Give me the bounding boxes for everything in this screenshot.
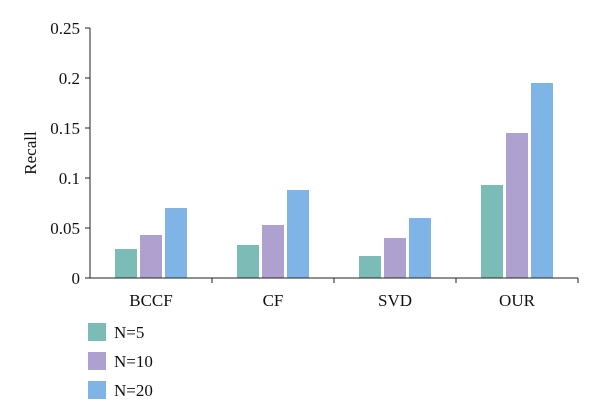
legend-label: N=10 [114,352,153,371]
bar-bccf-n10 [140,235,162,278]
bar-cf-n10 [262,225,284,278]
bar-svd-n20 [409,218,431,278]
legend: N=5 N=10 N=20 [88,323,153,400]
x-axis-ticks: BCCF CF SVD OUR [129,278,579,310]
bar-our-n10 [506,133,528,278]
legend-swatch [88,352,106,370]
y-axis-label: Recall [21,131,40,175]
y-tick-label: 0.15 [50,119,80,138]
x-tick-label: BCCF [129,291,172,310]
y-tick-label: 0.1 [59,169,80,188]
y-axis-ticks: 0 0.05 0.1 0.15 0.2 0.25 [50,19,90,288]
bar-our-n20 [531,83,553,278]
legend-label: N=20 [114,381,153,400]
y-tick-label: 0 [72,269,81,288]
bar-cf-n5 [237,245,259,278]
x-tick-label: OUR [499,291,536,310]
bar-svd-n10 [384,238,406,278]
bars [115,83,553,278]
bar-bccf-n20 [165,208,187,278]
x-tick-label: CF [263,291,284,310]
bar-bccf-n5 [115,249,137,278]
bar-our-n5 [481,185,503,278]
y-tick-label: 0.05 [50,219,80,238]
bar-cf-n20 [287,190,309,278]
x-tick-label: SVD [378,291,412,310]
axes [89,28,578,279]
y-tick-label: 0.2 [59,69,80,88]
legend-label: N=5 [114,323,144,342]
legend-swatch [88,323,106,341]
y-tick-label: 0.25 [50,19,80,38]
legend-swatch [88,381,106,399]
bar-svd-n5 [359,256,381,278]
